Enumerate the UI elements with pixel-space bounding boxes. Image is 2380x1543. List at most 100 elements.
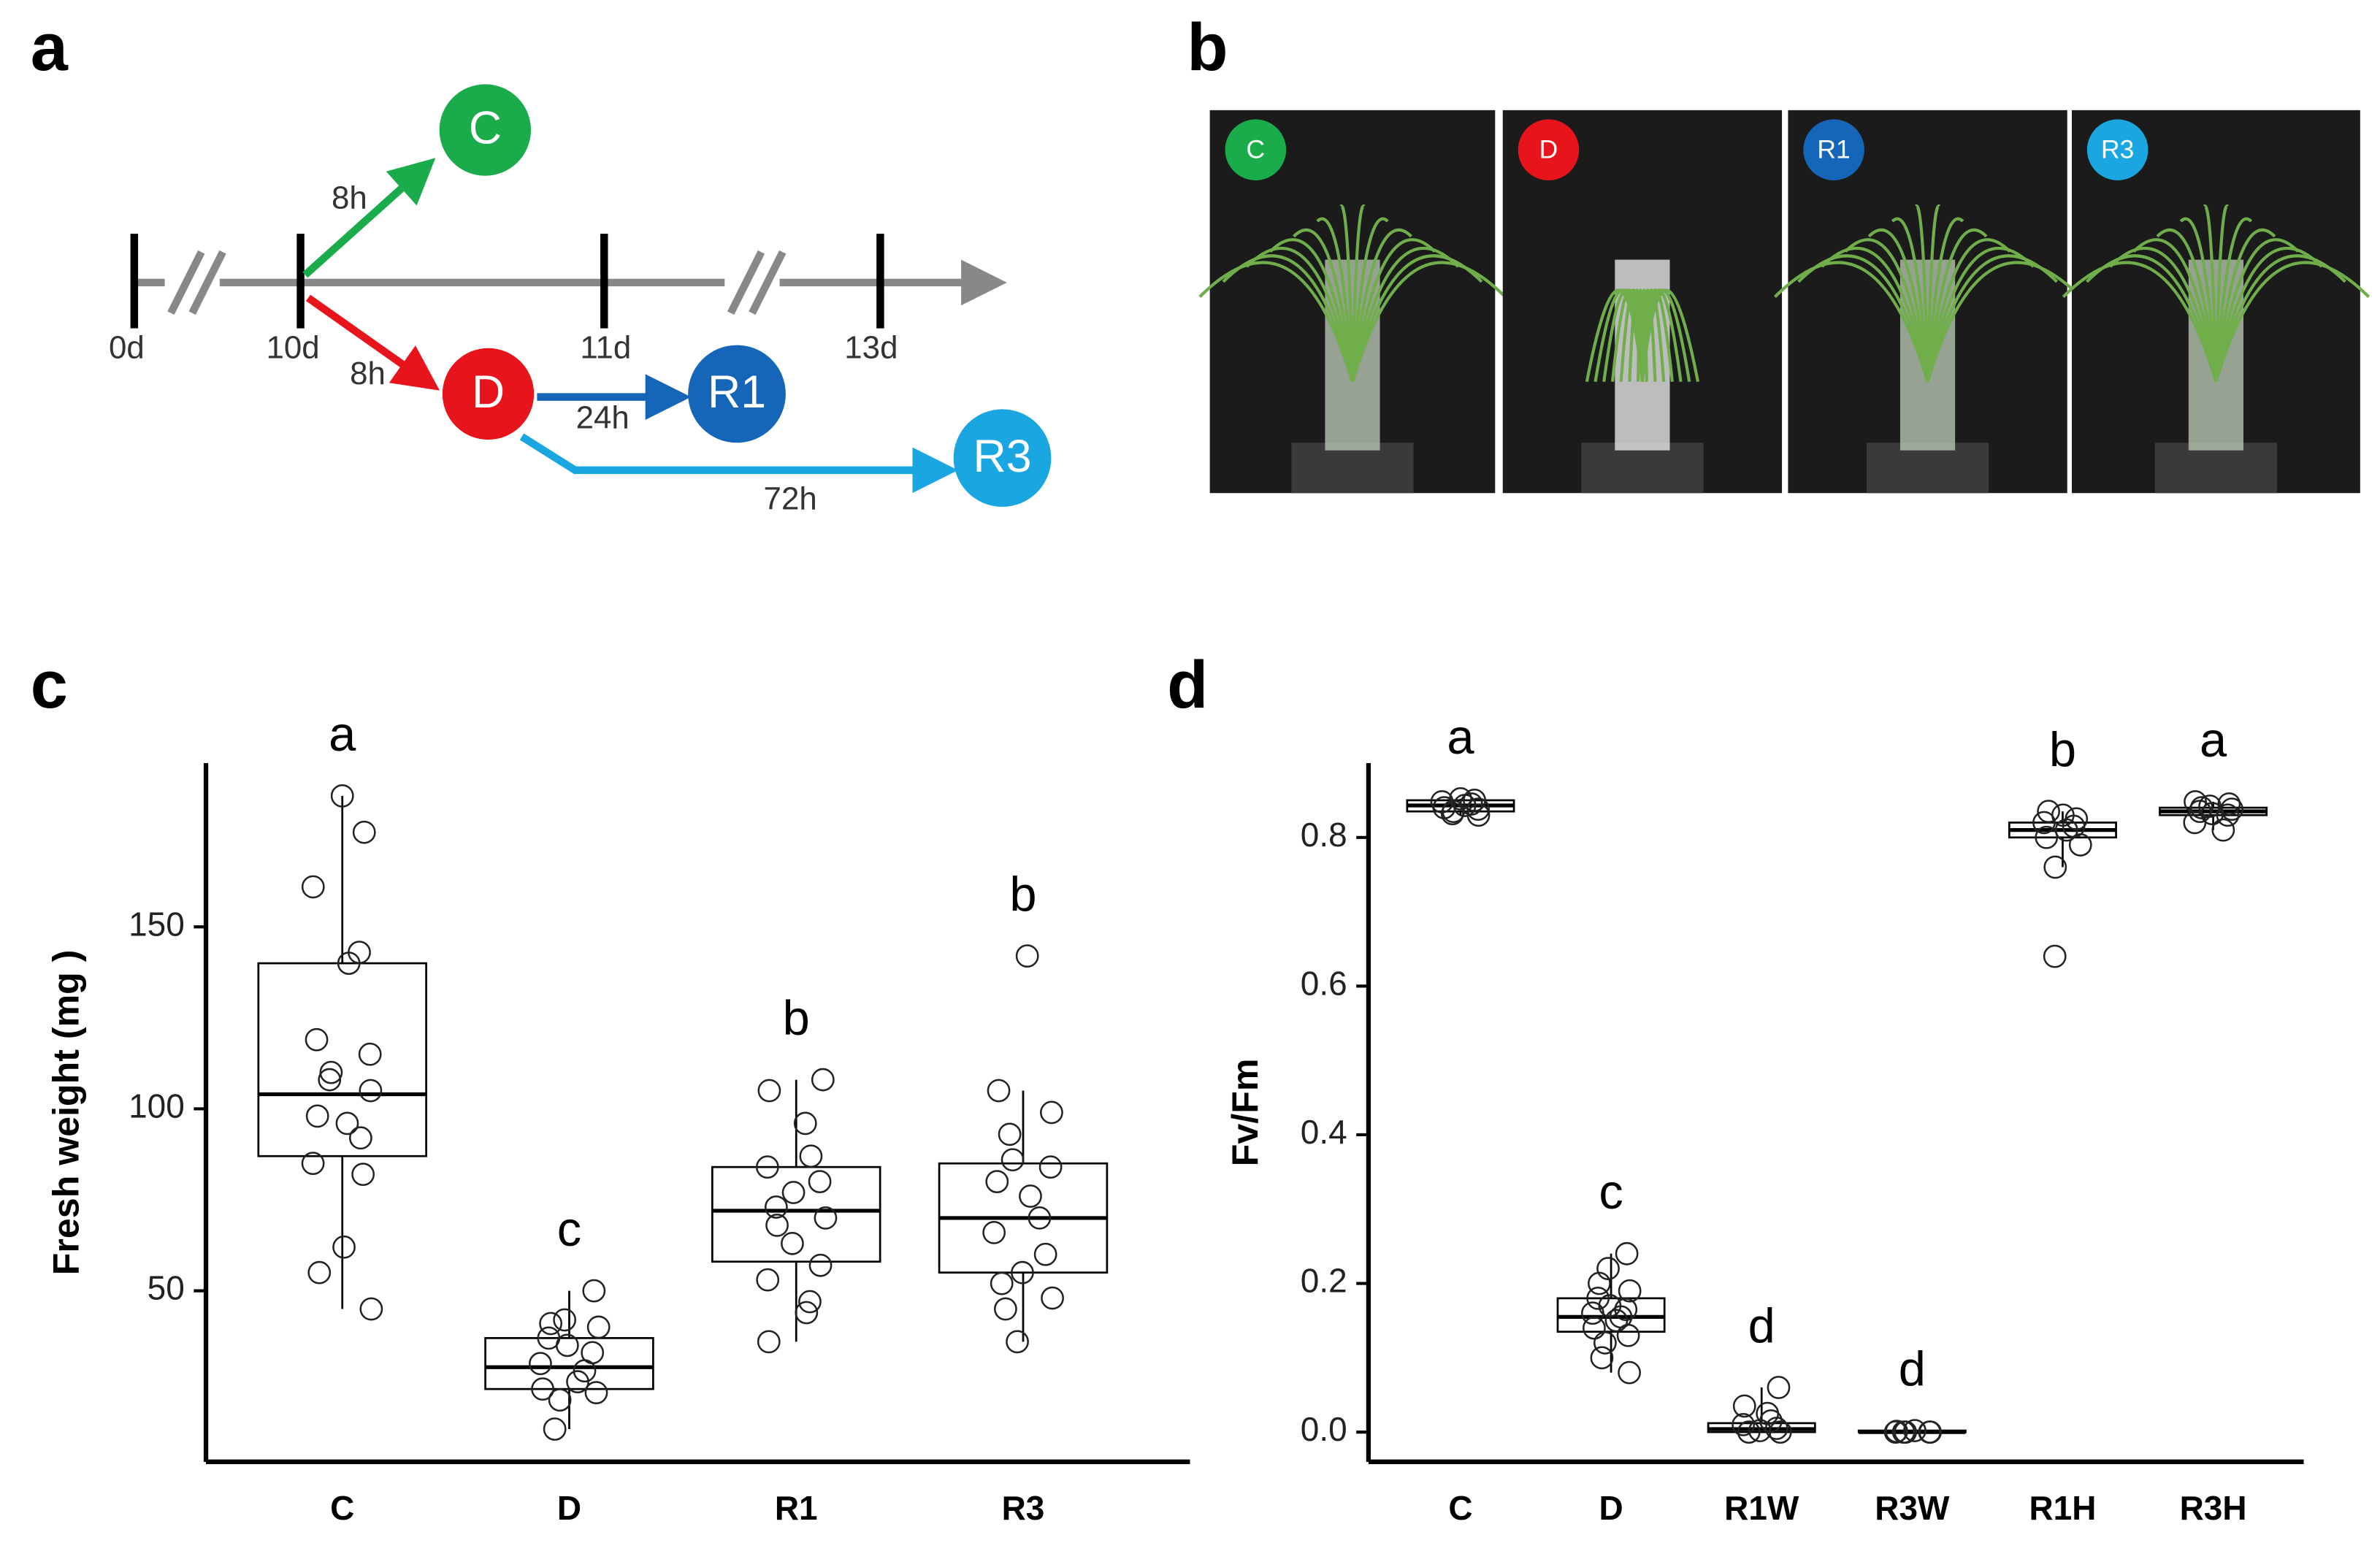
node-label: C [469, 103, 502, 154]
data-point [985, 1170, 1009, 1193]
data-point [582, 1279, 606, 1303]
arrow [519, 433, 958, 494]
data-point [765, 1214, 789, 1237]
data-point [2035, 825, 2059, 849]
y-tick-label: 100 [129, 1087, 185, 1125]
photo-badge [1803, 119, 1864, 180]
panel-label: a [31, 10, 69, 85]
data-point [586, 1315, 611, 1339]
leaf [1773, 261, 1929, 383]
leaf [1926, 246, 2035, 383]
data-point [1011, 1260, 1034, 1284]
data-point [808, 1170, 832, 1193]
leaf [1350, 246, 1460, 383]
significance-letter: b [1009, 867, 1036, 922]
panel-label: d [1167, 648, 1208, 722]
data-point [2189, 796, 2213, 819]
data-point [757, 1330, 781, 1354]
node-circle [953, 409, 1052, 508]
y-tick-label: 0.4 [1301, 1113, 1347, 1151]
panel-label: c [31, 648, 68, 722]
data-point [1440, 802, 1464, 826]
data-point [1593, 1331, 1617, 1355]
timeline: 0d 10d 11d 13d 8h 8h 24h 72h C D R1 R3 [109, 84, 1052, 516]
leaf [1926, 217, 1964, 382]
x-tick-label: R3H [2180, 1489, 2247, 1527]
leaf [1867, 228, 1929, 382]
data-point [764, 1195, 788, 1219]
data-point [318, 1068, 342, 1092]
photo-label: R3 [2101, 135, 2134, 164]
data-point [757, 1079, 781, 1103]
leaf [1844, 238, 1929, 383]
significance-letter: d [1748, 1298, 1775, 1353]
leaf [1797, 254, 1929, 383]
y-tick-label: 0.0 [1301, 1410, 1347, 1448]
data-point [358, 1042, 382, 1066]
y-tick-label: 0.6 [1301, 965, 1347, 1003]
leaf [1245, 246, 1355, 383]
leaf [2062, 261, 2218, 383]
data-point [2211, 818, 2235, 842]
day-label: 0d [109, 329, 145, 365]
node-circle [439, 84, 532, 176]
data-point [543, 1417, 567, 1441]
leaf [1339, 204, 1355, 382]
x-tick-label: D [557, 1489, 581, 1527]
leaf [2179, 217, 2218, 382]
data-point [1732, 1413, 1756, 1436]
data-point [755, 1155, 779, 1179]
data-point [352, 820, 376, 844]
node-label: D [472, 367, 505, 418]
data-point [987, 1079, 1011, 1103]
y-axis-label: Fresh weight (mg ) [45, 950, 86, 1276]
data-point [814, 1206, 838, 1230]
data-point [756, 1268, 780, 1292]
x-tick-label: D [1599, 1489, 1623, 1527]
data-point [2054, 818, 2078, 842]
leaf [2214, 246, 2323, 383]
data-point [1000, 1148, 1025, 1172]
data-point [1583, 1316, 1606, 1340]
leaf [1891, 217, 1929, 382]
data-point [798, 1290, 822, 1314]
data-point [348, 1126, 372, 1150]
leaf [1293, 228, 1355, 382]
data-point [1764, 1417, 1788, 1440]
stand [2154, 443, 2277, 494]
stand [1581, 443, 1704, 494]
data-point [1616, 1323, 1640, 1347]
data-point [2032, 811, 2056, 835]
box [711, 1165, 881, 1263]
data-point [539, 1312, 562, 1336]
data-point [1006, 1330, 1029, 1354]
data-point [2216, 803, 2240, 827]
leaf [1926, 238, 2011, 383]
plant [1773, 204, 2082, 383]
leaf [2109, 246, 2218, 383]
arrow [302, 158, 436, 278]
break [167, 250, 226, 315]
data-point [1028, 1206, 1052, 1230]
data-point [548, 1388, 572, 1412]
data-point [584, 1381, 608, 1405]
y-axis-label: Fv/Fm [1225, 1059, 1266, 1167]
leaf [1915, 204, 1929, 382]
data-point [1768, 1420, 1792, 1444]
leaf [1821, 246, 1929, 383]
data-point [1588, 1271, 1611, 1295]
data-point [305, 1104, 329, 1128]
data-point [1903, 1419, 1926, 1442]
data-point [2037, 800, 2060, 824]
data-point [332, 1235, 356, 1259]
data-point [2043, 944, 2067, 968]
data-point [2183, 811, 2207, 835]
y-tick-label: 50 [148, 1269, 185, 1307]
data-point [1019, 1184, 1042, 1208]
data-point [990, 1271, 1014, 1295]
data-point [319, 1060, 343, 1084]
data-point [305, 1027, 329, 1052]
plant [2062, 204, 2371, 383]
significance-letter: a [329, 707, 356, 762]
significance-letter: a [1447, 710, 1474, 765]
